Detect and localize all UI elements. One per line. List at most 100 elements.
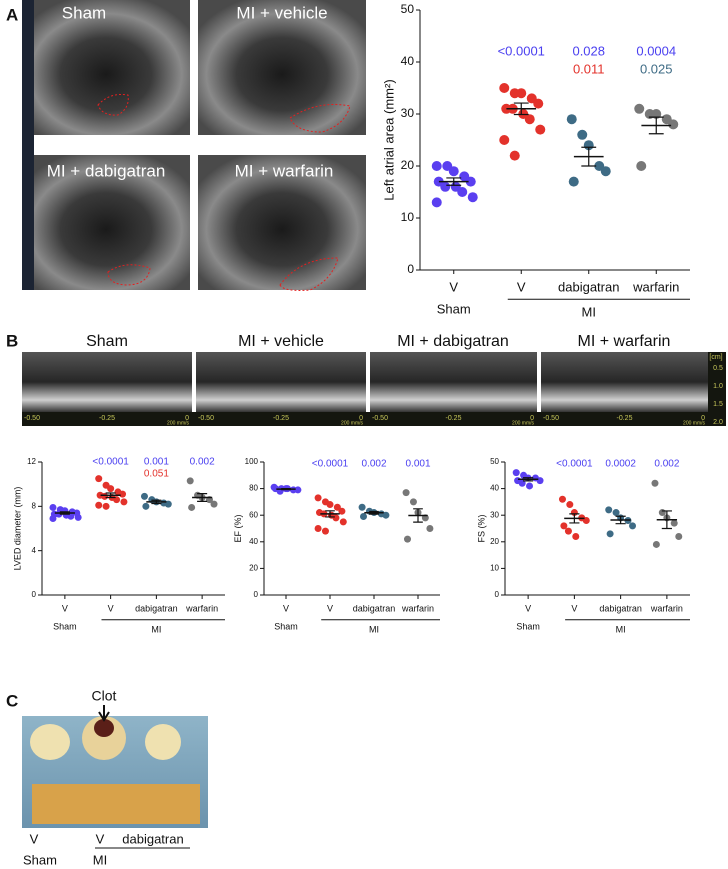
x-tick-label: warfarin [185,603,218,613]
data-point [566,114,577,125]
data-point [101,492,109,500]
x-tick-label: V [449,279,458,294]
error-bar [105,492,116,499]
p-value: 0.051 [144,469,169,480]
data-point [568,176,579,187]
y-tick-label: 40 [401,54,415,68]
annotation: Clot [92,688,117,704]
p-value: 0.002 [190,457,215,468]
p-value: <0.0001 [498,43,545,58]
error-bar [369,510,379,515]
group-label: Sham [23,852,57,867]
image-title: MI + warfarin [235,161,334,180]
data-point [499,135,510,145]
x-tick-label: warfarin [401,603,434,613]
panel-letter: C [6,691,18,710]
ultrasound-image [198,155,366,290]
depth-label: 0.5 [713,365,723,372]
data-point [321,527,329,535]
time-label: 0 [701,415,705,422]
y-tick-label: 8 [32,501,37,510]
y-tick-label: 0 [32,590,37,599]
speed-label: 200 mm/s [512,420,534,426]
ultrasound-image [198,0,366,135]
mmode-depth-bar [708,352,726,426]
y-tick-label: 0 [495,590,500,599]
x-tick-label: V [571,603,577,613]
group-label: MI [151,624,161,634]
speed-label: 200 mm/s [341,420,363,426]
y-tick-label: 20 [401,158,415,172]
y-tick-label: 30 [401,106,415,120]
mmode-image [22,352,192,412]
x-tick-label: V [283,603,289,613]
y-axis-label: FS (%) [476,514,486,542]
error-bar [281,488,291,491]
data-point [509,150,520,161]
data-point [164,500,172,508]
y-axis-label: EF (%) [233,514,243,542]
data-point [566,501,574,509]
error-bar [661,510,672,530]
p-value: <0.0001 [312,459,349,470]
y-tick-label: 40 [249,537,258,546]
data-point [49,515,57,523]
y-tick-label: 100 [245,457,259,466]
data-point [440,181,451,192]
image-title: MI + dabigatran [47,161,166,180]
panel-letter: B [6,331,18,350]
data-point [338,507,346,515]
speed-label: 200 mm/s [167,420,189,426]
ultrasound-image [22,155,190,290]
image-title: MI + vehicle [238,333,324,350]
mmode-scale-bar [22,412,708,426]
data-point [332,514,340,522]
data-point [634,103,645,114]
p-value: 0.0004 [636,43,676,58]
data-point [95,475,103,483]
data-point [409,498,417,506]
depth-label: 1.0 [713,383,723,390]
image-title: MI + warfarin [578,333,671,350]
ruler [32,784,200,824]
data-point [314,525,322,532]
error-bar [648,116,664,135]
data-point [516,88,527,99]
speed-label: 200 mm/s [683,420,705,426]
group-label: MI [369,624,379,634]
ultrasound-images [22,0,366,291]
error-bar [151,499,162,505]
category-label: dabigatran [122,831,183,846]
y-tick-label: 10 [490,564,499,573]
p-value: 0.011 [573,61,605,76]
data-point [186,477,194,485]
data-point [49,503,57,511]
error-bar [513,102,529,116]
error-bar [446,177,462,186]
tissue [30,724,70,760]
time-label: -0.50 [543,415,559,422]
x-tick-label: V [108,603,114,613]
time-label: -0.50 [198,415,214,422]
error-bar [59,511,70,515]
data-point [431,161,442,171]
data-point [358,503,366,511]
x-tick-label: warfarin [650,603,683,613]
x-tick-label: V [62,603,68,613]
x-tick-label: V [525,603,531,613]
data-point [636,161,647,171]
category-label: V [30,831,39,846]
data-point [558,495,566,503]
error-bar [581,146,597,167]
depth-label: 2.0 [713,419,723,426]
p-value: 0.001 [144,457,169,468]
time-label: -0.25 [99,415,115,422]
data-point [426,525,434,532]
p-value: <0.0001 [556,459,593,470]
depth-label: 1.5 [713,401,723,408]
group-label: MI [582,304,596,319]
y-tick-label: 12 [27,457,36,466]
image-title: Sham [86,333,128,350]
data-point [499,83,510,93]
group-label: Sham [437,301,471,316]
